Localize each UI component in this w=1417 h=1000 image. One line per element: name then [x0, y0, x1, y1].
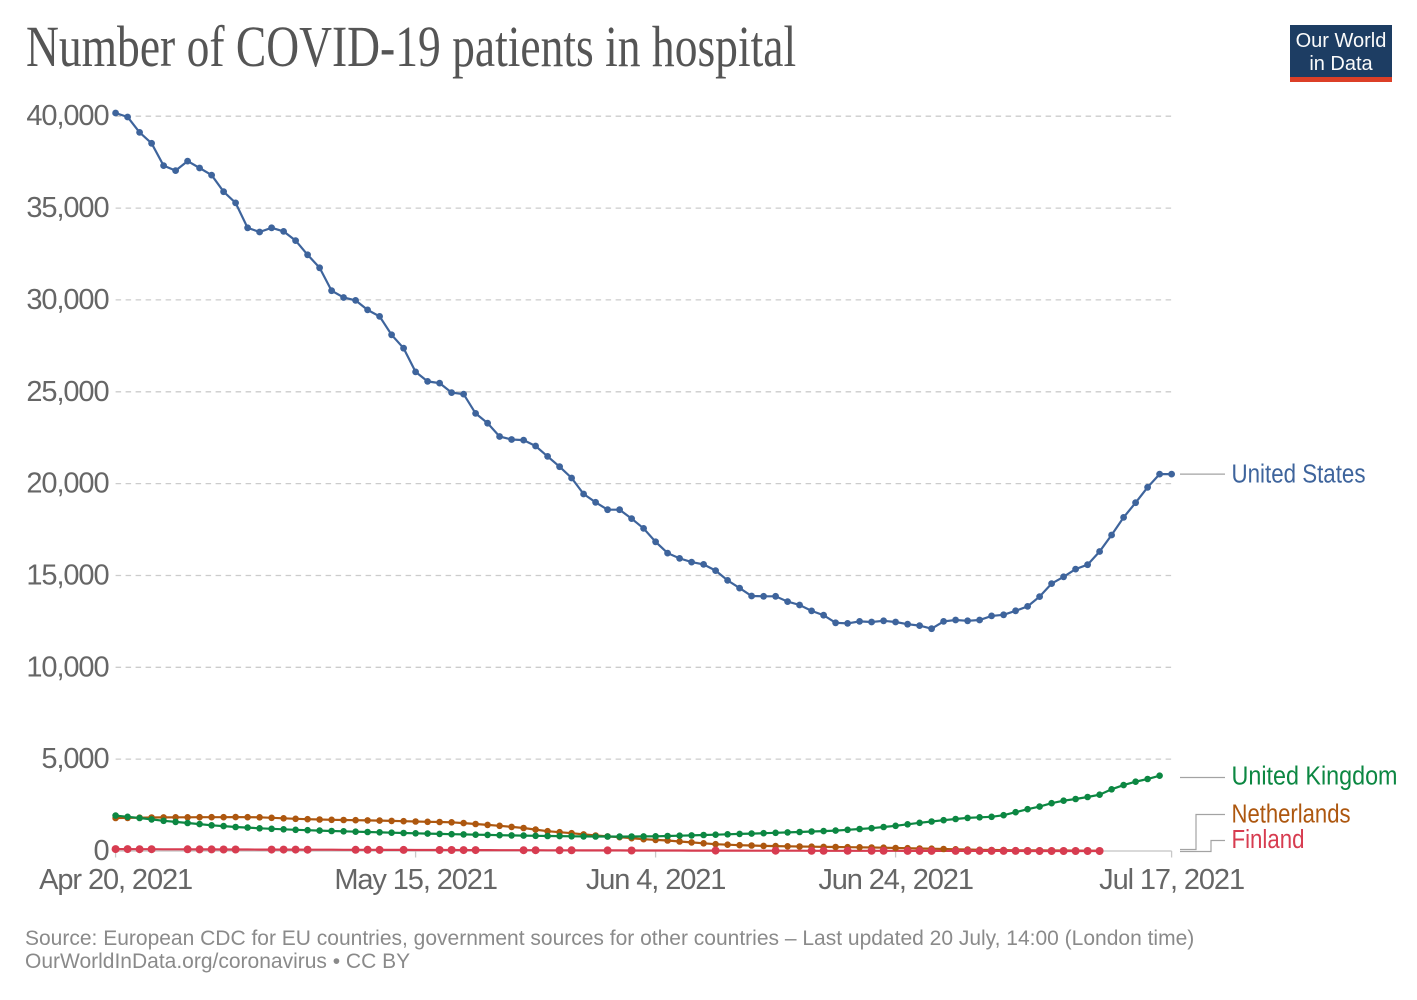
svg-text:May 15, 2021: May 15, 2021 — [334, 864, 497, 896]
svg-text:10,000: 10,000 — [26, 651, 108, 683]
svg-text:20,000: 20,000 — [26, 468, 108, 500]
svg-text:5,000: 5,000 — [41, 743, 108, 775]
svg-text:Finland: Finland — [1232, 826, 1305, 854]
svg-text:15,000: 15,000 — [26, 560, 108, 592]
svg-text:Netherlands: Netherlands — [1232, 800, 1351, 828]
svg-text:40,000: 40,000 — [26, 100, 108, 132]
svg-text:Jun 4, 2021: Jun 4, 2021 — [586, 864, 725, 896]
svg-text:0: 0 — [93, 835, 108, 867]
svg-text:Jun 24, 2021: Jun 24, 2021 — [818, 864, 973, 896]
svg-text:Apr 20, 2021: Apr 20, 2021 — [39, 864, 192, 896]
svg-text:25,000: 25,000 — [26, 376, 108, 408]
svg-text:Jul 17, 2021: Jul 17, 2021 — [1099, 864, 1244, 896]
svg-text:United States: United States — [1232, 461, 1366, 489]
svg-text:30,000: 30,000 — [26, 284, 108, 316]
svg-text:United Kingdom: United Kingdom — [1232, 763, 1398, 791]
svg-text:35,000: 35,000 — [26, 192, 108, 224]
